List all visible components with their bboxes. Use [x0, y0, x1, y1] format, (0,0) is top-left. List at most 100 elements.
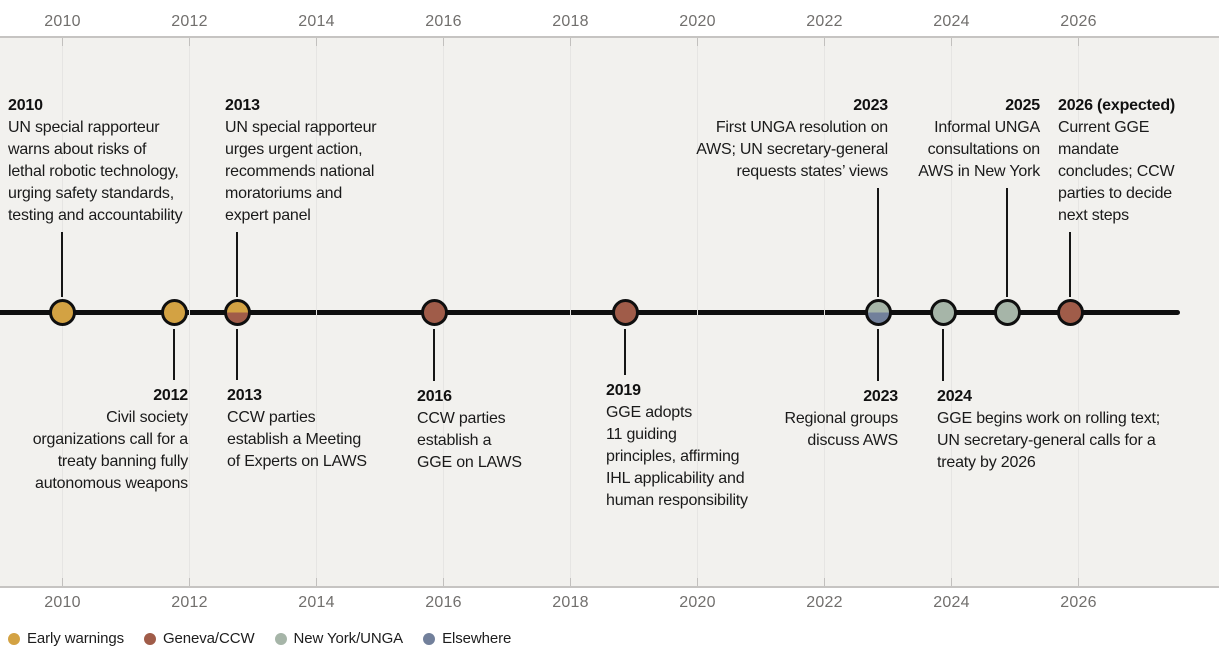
connector-line [61, 232, 63, 297]
event-year: 2023 [853, 97, 888, 114]
event-text-line: Civil society [106, 409, 188, 426]
axis-year-label-bottom: 2018 [552, 594, 589, 611]
axis-year-label-top: 2022 [806, 13, 843, 30]
event-text-line: GGE on LAWS [417, 454, 522, 471]
event-text-line: organizations call for a [32, 431, 188, 448]
event-year: 2013 [225, 97, 260, 114]
event-text-line: mandate [1058, 141, 1119, 158]
legend: Early warnings Geneva/CCW New York/UNGA Els… [8, 630, 511, 647]
event-text-line: lethal robotic technology, [8, 163, 179, 180]
event-text-line: UN secretary-general calls for a [937, 432, 1156, 449]
event-text-line: AWS; UN secretary-general [696, 141, 888, 158]
event-annotation: 2024 GGE begins work on rolling text; UN s… [937, 386, 1160, 474]
axis-year-label-bottom: 2020 [679, 594, 716, 611]
legend-label: Geneva/CCW [162, 630, 255, 647]
connector-line [1006, 188, 1008, 297]
gridline [570, 38, 571, 586]
connector-line [236, 232, 238, 297]
axis-year-label-bottom: 2010 [44, 594, 81, 611]
event-text-line: recommends national [225, 163, 375, 180]
axis-tick-top [569, 38, 572, 46]
event-year: 2025 [1005, 97, 1040, 114]
timeline-dot-2023 [864, 299, 892, 326]
gridline [697, 38, 698, 586]
axis-year-label-top: 2024 [933, 13, 970, 30]
event-text-line: CCW parties [417, 410, 506, 427]
event-text-line: First UNGA resolution on [715, 119, 888, 136]
connector-line [624, 329, 626, 375]
event-text-line: consultations on [927, 141, 1041, 158]
axis-tick-top [442, 38, 445, 46]
event-annotation: 2013 UN special rapporteur urges urgent ac… [225, 95, 377, 227]
axis-year-label-top: 2016 [425, 13, 462, 30]
legend-item-early: Early warnings [8, 630, 124, 647]
legend-label: New York/UNGA [293, 630, 404, 647]
legend-swatch-early-icon [8, 632, 20, 645]
event-year: 2023 [863, 388, 898, 405]
connector-line [1069, 232, 1071, 297]
gridline [189, 38, 190, 586]
axis-tick-bottom [569, 578, 572, 586]
event-text-line: principles, affirming [606, 448, 740, 465]
timeline-dot-2013 [223, 299, 251, 326]
legend-item-ny: New York/UNGA [274, 630, 404, 647]
axis-tick-top [696, 38, 699, 46]
event-annotation: 2023 First UNGA resolution on AWS; UN secr… [696, 95, 888, 183]
connector-line [942, 329, 944, 381]
event-text-line: UN special rapporteur [225, 119, 377, 136]
event-text-line: urges urgent action, [225, 141, 363, 158]
timeline-dot-2010 [48, 299, 76, 326]
event-annotation: 2010 UN special rapporteur warns about ris… [8, 95, 183, 227]
axis-year-label-top: 2010 [44, 13, 81, 30]
connector-line [173, 329, 175, 380]
axis-year-label-bottom: 2026 [1060, 594, 1097, 611]
axis-year-label-top: 2012 [171, 13, 208, 30]
legend-item-geneva: Geneva/CCW [143, 630, 255, 647]
event-year: 2019 [606, 382, 641, 399]
legend-swatch-ny-icon [274, 632, 287, 645]
event-annotation: 2026 (expected) Current GGE mandate conclud… [1058, 95, 1175, 227]
gridline [824, 38, 825, 586]
timeline-axis-line [0, 310, 1180, 315]
timeline-dot-2016 [420, 299, 448, 326]
event-text-line: establish a Meeting [227, 431, 362, 448]
event-year: 2012 [153, 387, 188, 404]
axis-tick-bottom [61, 578, 64, 586]
axis-year-label-bottom: 2022 [806, 594, 843, 611]
axis-tick-bottom [315, 578, 318, 586]
axis-tick-bottom [188, 578, 191, 586]
axis-tick-top [950, 38, 953, 46]
event-text-line: requests states’ views [736, 163, 888, 180]
axis-tick-bottom [696, 578, 699, 586]
event-year: 2024 [937, 388, 972, 405]
axis-year-label-top: 2026 [1060, 13, 1097, 30]
axis-tick-bottom [950, 578, 953, 586]
axis-year-label-bottom: 2014 [298, 594, 335, 611]
event-text-line: urging safety standards, [8, 185, 174, 202]
event-text-line: Regional groups [784, 410, 898, 427]
axis-year-label-bottom: 2024 [933, 594, 970, 611]
event-text-line: 11 guiding [606, 426, 677, 443]
event-text-line: Current GGE [1058, 119, 1150, 136]
event-text-line: testing and accountability [8, 207, 183, 224]
event-text-line: concludes; CCW [1058, 163, 1175, 180]
event-text-line: UN special rapporteur [8, 119, 160, 136]
timeline-dot-2026 [1056, 299, 1084, 326]
legend-label: Early warnings [27, 630, 124, 647]
event-text-line: of Experts on LAWS [227, 453, 367, 470]
event-year: 2013 [227, 387, 262, 404]
legend-swatch-geneva-icon [143, 632, 156, 645]
axis-tick-top [188, 38, 191, 46]
event-year: 2026 (expected) [1058, 97, 1176, 114]
legend-label: Elsewhere [442, 630, 512, 647]
event-annotation: 2013 CCW parties establish a Meeting of Exp… [227, 385, 367, 473]
connector-line [877, 188, 879, 297]
axis-tick-top [823, 38, 826, 46]
gridline [316, 38, 317, 586]
legend-swatch-elsewhere-icon [423, 632, 436, 645]
legend-item-elsewhere: Elsewhere [423, 630, 511, 647]
event-text-line: parties to decide [1058, 185, 1173, 202]
event-text-line: discuss AWS [807, 432, 898, 449]
event-text-line: Informal UNGA [934, 119, 1040, 136]
